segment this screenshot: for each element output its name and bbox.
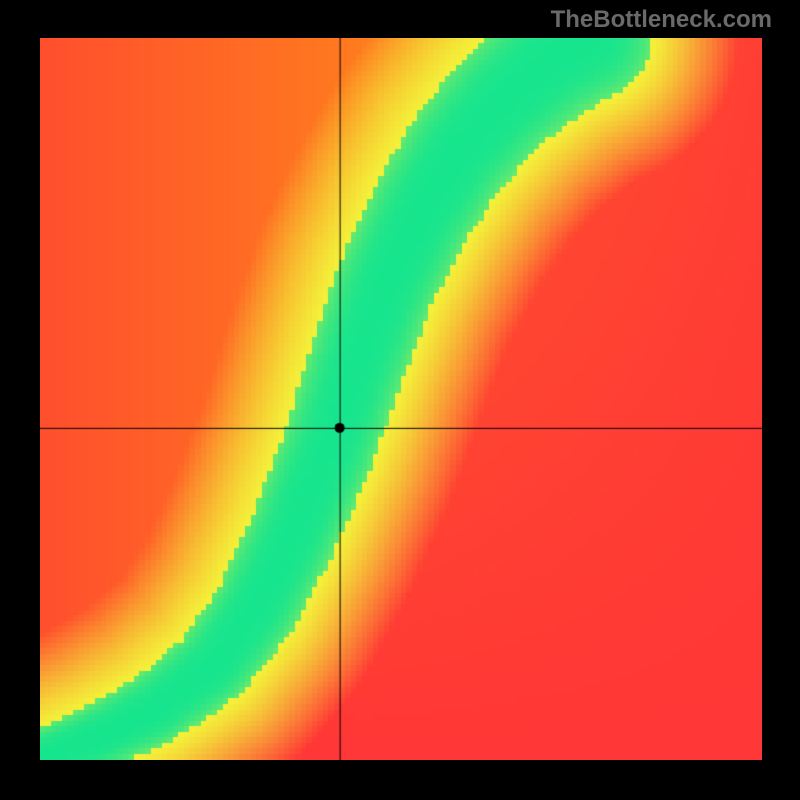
chart-container: { "canvas": { "width": 800, "height": 80… xyxy=(0,0,800,800)
watermark-text: TheBottleneck.com xyxy=(551,6,772,34)
bottleneck-heatmap xyxy=(40,38,762,760)
